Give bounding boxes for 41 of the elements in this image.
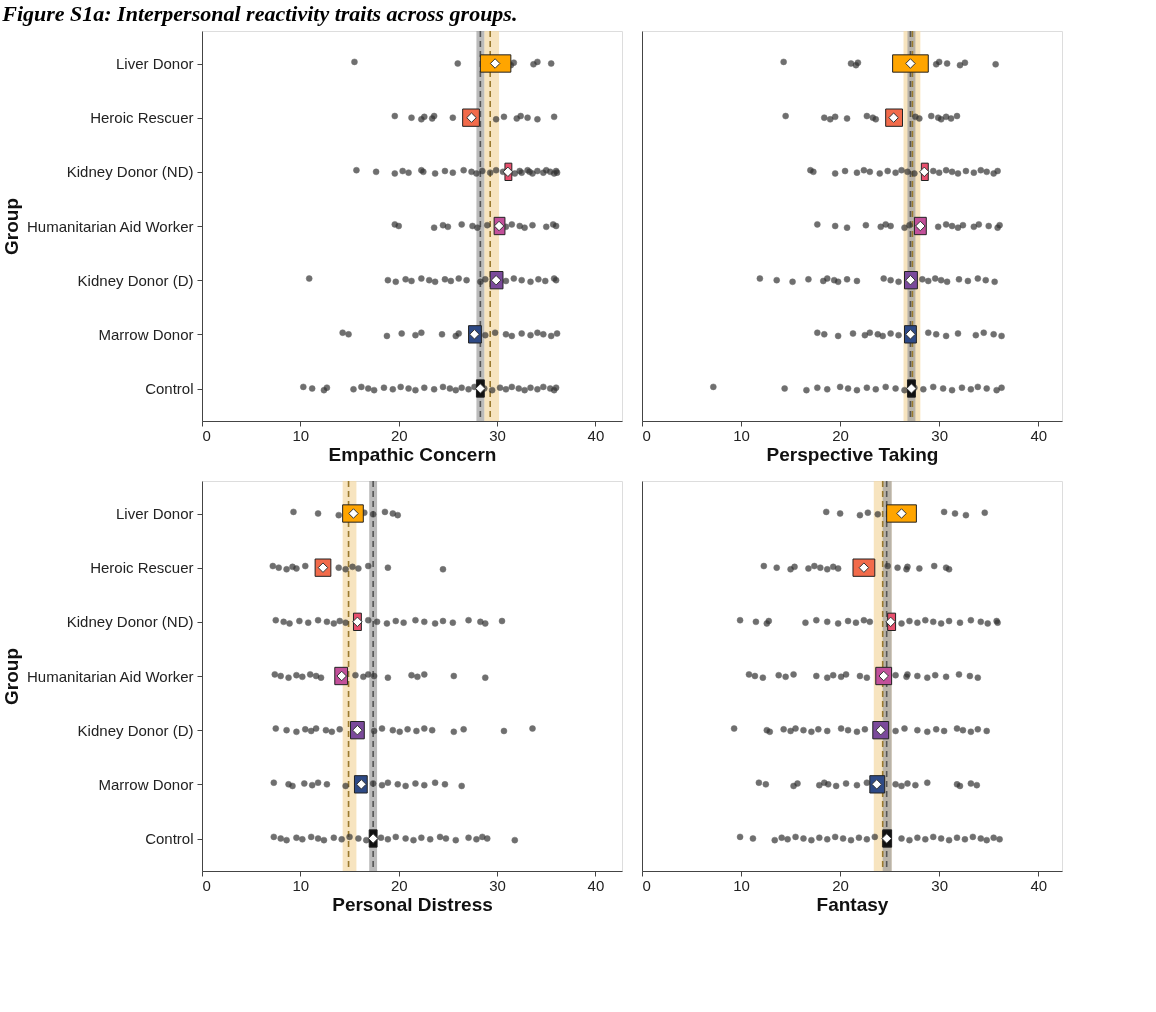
y-tick-label: Kidney Donor (D): [77, 271, 194, 289]
y-tick-label: Humanitarian Aid Worker: [27, 217, 194, 235]
y-tick-label: Control: [145, 380, 194, 397]
x-tick-label: 30: [931, 426, 949, 444]
x-tick-label: 20: [390, 876, 408, 894]
x-tick-label: 30: [931, 876, 949, 894]
x-tick-label: 40: [1030, 876, 1048, 894]
y-tick-label: Marrow Donor: [98, 775, 194, 793]
x-tick-label: 20: [832, 876, 849, 894]
x-axis-title: Fantasy: [816, 893, 889, 915]
y-tick-label: Heroic Rescuer: [90, 559, 194, 577]
x-tick-label: 40: [1030, 426, 1048, 444]
y-axis-title: Group: [1, 198, 23, 255]
x-tick-label: 10: [292, 876, 310, 894]
y-tick-label: Kidney Donor (D): [77, 721, 194, 739]
x-tick-label: 20: [390, 426, 408, 444]
x-axis-title: Empathic Concern: [328, 443, 497, 465]
x-axis-title: Personal Distress: [332, 893, 493, 915]
x-tick-label: 0: [202, 426, 211, 444]
x-axis-title: Perspective Taking: [766, 443, 939, 465]
x-tick-label: 0: [642, 876, 651, 894]
y-tick-label: Humanitarian Aid Worker: [27, 667, 194, 685]
x-tick-label: 0: [642, 426, 651, 444]
x-tick-label: 0: [202, 876, 211, 894]
x-tick-label: 20: [832, 426, 849, 444]
y-tick-label: Control: [145, 830, 194, 847]
x-tick-label: 30: [489, 876, 506, 894]
x-tick-label: 40: [587, 426, 605, 444]
x-tick-label: 30: [489, 426, 506, 444]
y-tick-label: Heroic Rescuer: [90, 109, 194, 127]
y-tick-label: Liver Donor: [115, 55, 194, 72]
chart-title: Figure S1a: Interpersonal reactivity traits across groups.: [1, 0, 518, 26]
x-tick-label: 10: [733, 426, 750, 444]
y-tick-label: Kidney Donor (ND): [66, 163, 194, 181]
y-tick-label: Kidney Donor (ND): [66, 613, 194, 631]
x-tick-label: 10: [292, 426, 310, 444]
y-tick-label: Liver Donor: [115, 505, 194, 522]
y-tick-label: Marrow Donor: [98, 325, 194, 343]
x-tick-label: 10: [733, 876, 750, 894]
x-tick-label: 40: [587, 876, 605, 894]
y-axis-title: Group: [1, 648, 23, 705]
